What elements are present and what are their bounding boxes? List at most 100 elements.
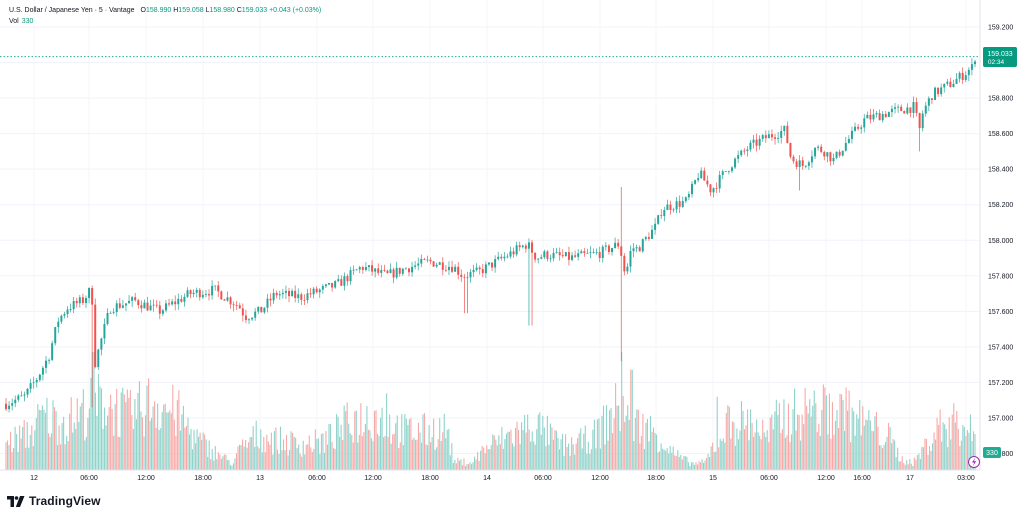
candle-body [423,258,426,260]
volume-bar [287,455,289,470]
candle-body [11,403,14,406]
volume-bar [305,444,307,470]
candle-body [395,267,398,278]
volume-bar [34,430,36,470]
volume-bar [546,415,548,470]
candle-body [884,114,887,117]
volume-bar [146,385,148,470]
volume-bar [41,405,43,470]
volume-bar [28,447,30,470]
volume-bar [73,422,75,470]
volume-bar [560,439,562,470]
candle-body [509,251,512,257]
volume-bar [430,442,432,470]
volume-bar [677,450,679,470]
candle-body [970,64,973,70]
volume-bar [859,399,861,470]
candle-body [503,256,506,259]
volume-bar [781,429,783,470]
volume-bar [161,412,163,470]
volume-bar [420,442,423,470]
volume-bar [669,446,671,470]
volume-bar [243,446,245,470]
candle-body [174,301,177,305]
volume-bar [336,414,338,470]
candle-body [128,300,131,304]
candle-body [398,267,401,274]
volume-bar [760,439,762,470]
volume-bar [70,397,72,470]
price-tick-label: 158.800 [988,96,1013,103]
volume-bar [655,434,658,470]
volume-bar [201,439,203,470]
candle-body [654,223,657,230]
candle-body [669,204,672,210]
volume-bar [119,436,121,470]
candle-body [709,184,712,193]
tradingview-logo[interactable]: TradingView [7,494,101,508]
volume-bar [790,434,793,470]
candle-body [337,279,340,282]
volume-bar [304,454,306,470]
volume-bar [9,431,12,470]
candle-body [632,248,635,252]
candle-body [331,282,334,288]
volume-bar [134,399,136,470]
last-price-tag[interactable]: 159.033 02:34 [983,47,1017,67]
volume-bar [275,427,277,470]
volume-bar [516,421,518,470]
volume-bar [845,387,847,470]
candle-body [260,306,263,313]
symbol-title[interactable]: U.S. Dollar / Japanese Yen · 5 · Vantage [9,7,135,14]
volume-bar [713,451,715,470]
volume-bar [132,428,134,470]
volume-label[interactable]: Vol [9,18,19,25]
volume-bar [384,435,386,470]
price-tick-label: 157.600 [988,309,1013,316]
candle-body [949,81,952,88]
lightning-icon[interactable] [968,456,980,468]
volume-bar [549,423,551,470]
volume-bar [578,433,580,470]
candle-body [481,269,484,274]
candle-body [367,265,370,268]
volume-bar [376,433,379,470]
candle-body [294,290,297,299]
volume-bar [903,462,905,470]
candle-body [521,245,524,248]
volume-bar [22,426,24,470]
candle-body [592,252,595,253]
volume-bar [176,399,178,470]
candle-body [943,83,946,88]
time-tick-label: 17 [906,475,914,482]
volume-bar [320,434,322,470]
low-value: 158.980 [209,7,235,14]
time-tick-label: 06:00 [534,475,552,482]
volume-bar [443,413,445,470]
volume-bar [50,433,53,470]
volume-bar [878,445,881,470]
volume-bar [72,432,74,470]
candle-body [629,251,632,267]
candle-body [651,229,653,239]
volume-bar [342,440,344,470]
time-tick-label: 06:00 [308,475,326,482]
volume-bar [731,421,733,470]
volume-bar [957,428,959,470]
volume-bar [883,444,885,470]
volume-bar [375,410,377,470]
volume-bar [750,409,752,470]
candle-body [780,130,783,138]
volume-bar [211,449,213,470]
volume-bar [810,416,812,470]
candle-body [318,289,321,293]
volume-bar [850,442,852,470]
volume-bar [195,443,197,470]
candle-body [940,87,943,95]
price-tick-label: 158.400 [988,167,1013,174]
candle-body [235,305,238,307]
volume-bar [950,439,952,470]
volume-bar [583,433,585,470]
